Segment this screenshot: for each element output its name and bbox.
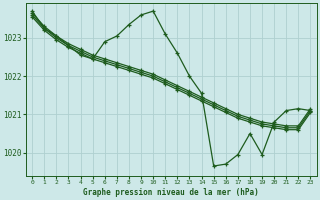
X-axis label: Graphe pression niveau de la mer (hPa): Graphe pression niveau de la mer (hPa)	[84, 188, 259, 197]
